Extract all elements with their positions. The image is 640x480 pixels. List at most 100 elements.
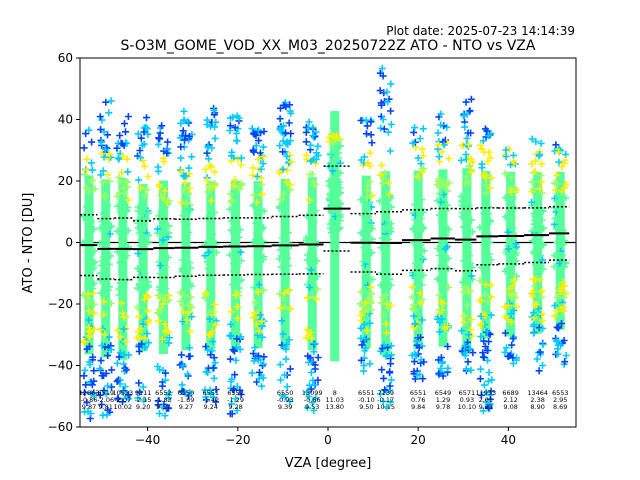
scatter-point	[444, 254, 452, 262]
scatter-point	[416, 135, 424, 143]
scatter-point	[91, 258, 99, 266]
scatter-point	[202, 393, 210, 401]
scatter-point	[142, 123, 150, 131]
scatter-point	[460, 214, 468, 222]
scatter-point	[419, 223, 427, 231]
scatter-point	[160, 158, 168, 166]
bin-std: 9.20	[136, 403, 150, 411]
scatter-point	[119, 398, 126, 406]
scatter-point	[208, 163, 215, 171]
scatter-point	[481, 291, 489, 299]
bin-std: 9.23	[479, 403, 493, 411]
scatter-point	[305, 118, 313, 126]
scatter-point	[181, 179, 189, 187]
scatter-point	[411, 273, 419, 281]
scatter-point	[207, 330, 215, 338]
scatter-point	[276, 124, 284, 132]
scatter-point	[157, 209, 165, 217]
scatter-point	[259, 237, 267, 245]
scatter-point	[155, 317, 163, 325]
scatter-point	[469, 349, 477, 357]
scatter-point	[312, 149, 320, 157]
scatter-point	[141, 162, 148, 170]
bin-std: 9.53	[305, 403, 319, 411]
scatter-point	[433, 197, 441, 205]
scatter-point	[461, 342, 469, 350]
scatter-point	[561, 260, 569, 267]
scatter-point	[416, 211, 424, 219]
scatter-point	[361, 273, 369, 281]
scatter-point	[179, 318, 187, 325]
scatter-point	[437, 298, 445, 306]
scatter-point	[256, 206, 264, 214]
bin-std: 10.15	[376, 403, 395, 411]
scatter-point	[509, 195, 517, 203]
scatter-point	[445, 155, 453, 163]
scatter-point	[115, 353, 123, 361]
scatter-point	[509, 282, 516, 290]
scatter-point	[116, 333, 124, 341]
scatter-point	[387, 376, 395, 384]
scatter-point	[249, 171, 257, 179]
scatter-point	[254, 155, 262, 163]
scatter-point	[307, 266, 315, 274]
scatter-point	[134, 265, 141, 272]
scatter-point	[365, 235, 373, 243]
scatter-point	[85, 286, 93, 294]
vza-bin	[271, 99, 299, 405]
scatter-point	[163, 405, 171, 412]
scatter-point	[97, 289, 105, 297]
scatter-point	[124, 113, 132, 120]
scatter-point	[443, 243, 451, 251]
scatter-point	[439, 277, 446, 285]
scatter-point	[305, 196, 313, 204]
scatter-point	[536, 270, 544, 278]
scatter-point	[479, 349, 487, 357]
scatter-point	[481, 343, 489, 350]
scatter-point	[380, 125, 388, 133]
vza-bin	[246, 125, 272, 390]
bin-std: 8.69	[553, 403, 567, 411]
scatter-point	[282, 276, 290, 284]
scatter-point	[280, 295, 287, 303]
scatter-point	[380, 311, 387, 319]
scatter-point	[557, 199, 565, 207]
scatter-point	[143, 114, 150, 122]
scatter-point	[408, 293, 416, 301]
scatter-point	[124, 203, 132, 211]
scatter-point	[467, 326, 475, 334]
scatter-point	[366, 294, 373, 301]
scatter-point	[307, 385, 315, 393]
scatter-point	[281, 266, 289, 274]
bin-median: -1.42	[202, 396, 219, 404]
bin-count: 10533	[112, 389, 133, 397]
scatter-point	[203, 176, 211, 184]
scatter-point	[368, 276, 376, 283]
scatter-point	[505, 220, 513, 228]
scatter-point	[205, 155, 213, 163]
scatter-point	[82, 381, 90, 389]
bin-median: 0.76	[411, 396, 425, 404]
scatter-point	[302, 234, 310, 242]
scatter-point	[409, 225, 417, 233]
scatter-point	[234, 184, 242, 192]
scatter-point	[203, 116, 211, 124]
scatter-point	[538, 189, 546, 197]
scatter-point	[553, 294, 561, 301]
x-tick-label: −20	[225, 433, 250, 447]
scatter-point	[512, 356, 520, 364]
scatter-point	[504, 266, 511, 274]
scatter-point	[227, 114, 234, 122]
scatter-point	[560, 337, 568, 344]
scatter-point	[187, 293, 195, 301]
scatter-point	[482, 398, 490, 406]
scatter-point	[487, 281, 495, 289]
bin-count: 6551	[202, 389, 219, 397]
scatter-point	[250, 284, 258, 292]
scatter-point	[252, 229, 260, 237]
scatter-point	[141, 191, 149, 199]
scatter-point	[307, 141, 315, 149]
scatter-point	[284, 287, 292, 295]
scatter-point	[312, 394, 320, 402]
scatter-point	[185, 164, 193, 172]
